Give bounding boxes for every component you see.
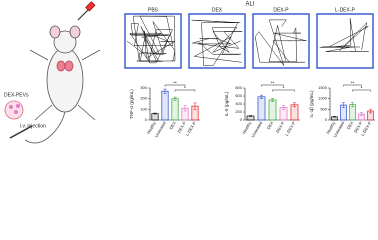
significance-bracket [174,89,196,92]
route-label: i.v. injection [20,123,46,129]
significance-label: * [184,86,186,91]
significance-label: * [283,86,285,91]
track [191,19,243,66]
panel-label: DEX [212,7,223,13]
bar [257,96,266,121]
x-tick-label: Healthy [146,121,157,135]
arena [188,13,246,69]
error-bar [153,112,157,115]
x-tick-label: Healthy [325,121,336,135]
y-tick-label: 500 [320,106,327,111]
bar [268,99,277,121]
arena [316,13,374,69]
y-tick-label: 0 [240,117,243,122]
bar [151,113,159,121]
error-bar [249,115,252,117]
x-tick-label: L-DEX-P [284,120,296,136]
x-tick-label: DEX [168,120,177,130]
y-tick-label: 100 [140,106,147,111]
error-bar [333,116,336,118]
significance-label: ** [173,81,177,86]
y-axis-label: IL-1β (pg/mL) [309,90,314,118]
x-tick-label: L-DEX-P [185,120,197,136]
significance-label: ** [351,81,355,86]
error-bar [183,105,187,112]
bar [171,98,179,121]
x-tick-label: DEX-P [353,120,364,133]
y-tick-label: 300 [140,85,147,90]
significance-bracket [164,84,186,87]
vesicle-label: DEX-PEVs [4,92,29,98]
arena [252,13,310,69]
error-bar [282,105,285,110]
x-tick-label: DEX-P [275,120,286,133]
x-tick-label: DEX [266,120,275,130]
y-tick-label: 0 [325,117,328,122]
error-bar [260,94,263,99]
y-tick-label: 0 [145,117,148,122]
figure: DEX-PEVs i.v. injection ALI PBS DEX DEX-P L… [4,1,375,144]
panel-title: ALI [245,2,254,8]
x-tick-label: Healthy [241,121,252,135]
y-tick-label: 200 [235,109,242,114]
y-tick-label: 200 [140,96,147,101]
significance-bracket [343,84,362,87]
y-tick-label: 1000 [318,96,328,101]
x-tick-label: DEX [346,120,355,130]
panel-label: L-DEX-P [335,7,355,13]
error-bar [342,102,345,108]
track [126,15,176,64]
arena [124,13,182,69]
panel-label: PBS [148,7,159,13]
y-axis-label: TNF-α (pg/mL) [129,89,134,119]
y-tick-label: 1500 [318,85,328,90]
y-tick-label: 600 [235,93,242,98]
significance-bracket [352,89,371,92]
error-bar [293,102,296,108]
error-bar [193,102,197,110]
error-bar [163,88,167,94]
bar [161,90,169,121]
x-tick-label: DEX-P [176,120,187,133]
error-bar [351,102,354,108]
panel-label: DEX-P [273,7,289,13]
y-axis-label: IL-6 (pg/mL) [224,91,229,116]
track [319,18,369,52]
error-bar [173,96,177,101]
significance-bracket [261,84,284,87]
significance-bracket [272,89,295,92]
error-bar [369,108,372,114]
significance-label: ** [271,81,275,86]
y-tick-label: 800 [235,85,242,90]
y-tick-label: 400 [235,101,242,106]
error-bar [271,98,274,102]
track [254,19,307,66]
error-bar [360,112,363,117]
significance-label: * [361,86,363,91]
mouse-illustration [4,1,101,144]
